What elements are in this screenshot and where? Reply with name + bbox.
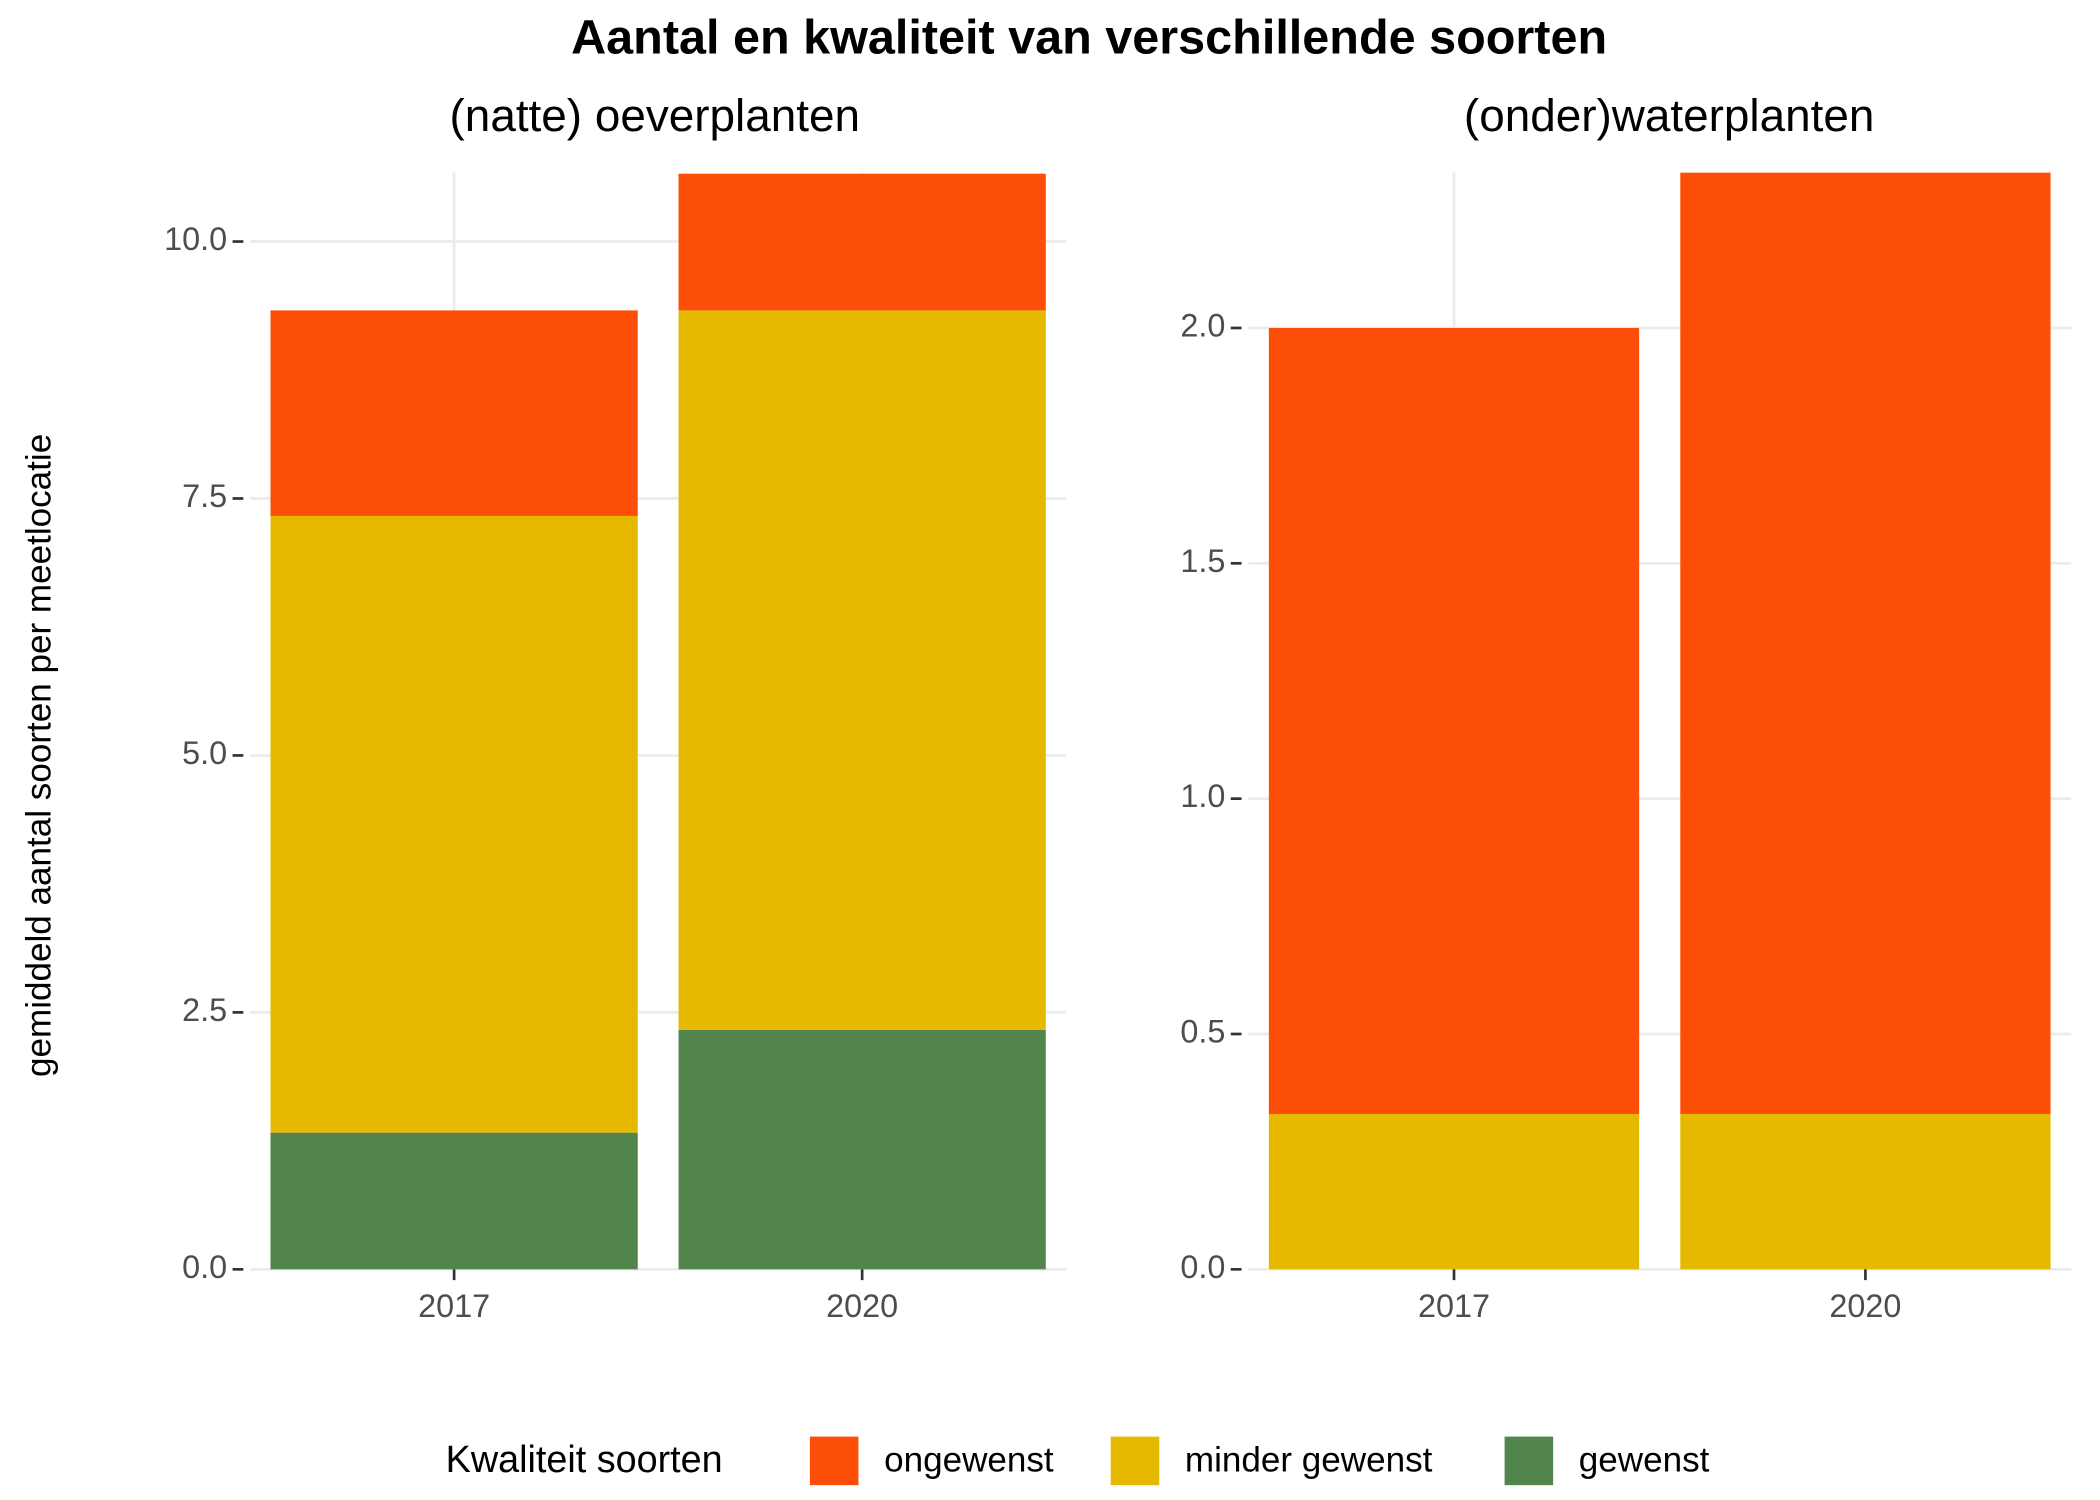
y-axis-title: gemiddeld aantal soorten per meetlocatie — [19, 434, 58, 1077]
legend-key — [1110, 1436, 1160, 1486]
bar-segment — [678, 310, 1046, 1030]
chart-title: Aantal en kwaliteit van verschillende so… — [571, 10, 1607, 64]
legend-title: Kwaliteit soorten — [446, 1439, 723, 1481]
y-tick-label: 7.5 — [182, 478, 227, 514]
x-tick-label: 2017 — [418, 1288, 490, 1324]
bar-segment — [270, 1132, 638, 1270]
panel-title: (onder)waterplanten — [1464, 89, 1874, 141]
y-tick-label: 2.5 — [182, 992, 227, 1028]
x-tick-label: 2020 — [1829, 1288, 1901, 1324]
bar-segment — [1680, 1114, 2051, 1270]
x-tick-label: 2017 — [1418, 1288, 1490, 1324]
bar-segment — [678, 173, 1046, 311]
bar-segment — [270, 310, 638, 516]
y-tick-label: 5.0 — [182, 735, 227, 771]
y-tick-label: 0.0 — [1180, 1249, 1225, 1285]
legend-key — [809, 1436, 859, 1486]
bar-segment — [1268, 327, 1640, 1115]
legend-key — [1504, 1436, 1554, 1486]
y-tick-label: 10.0 — [164, 221, 227, 257]
bar-segment — [1680, 172, 2051, 1115]
bar-segment — [270, 515, 638, 1133]
y-tick-label: 2.0 — [1180, 308, 1225, 344]
bar-segment — [1268, 1114, 1640, 1270]
legend-label: ongewenst — [884, 1440, 1054, 1479]
y-tick-label: 1.5 — [1180, 543, 1225, 579]
bar-segment — [678, 1029, 1046, 1270]
panel-title: (natte) oeverplanten — [450, 89, 860, 141]
x-tick-label: 2020 — [826, 1288, 898, 1324]
y-tick-label: 1.0 — [1180, 778, 1225, 814]
legend-label: minder gewenst — [1185, 1440, 1433, 1479]
legend-label: gewenst — [1579, 1440, 1710, 1479]
y-tick-label: 0.5 — [1180, 1014, 1225, 1050]
y-tick-label: 0.0 — [182, 1249, 227, 1285]
